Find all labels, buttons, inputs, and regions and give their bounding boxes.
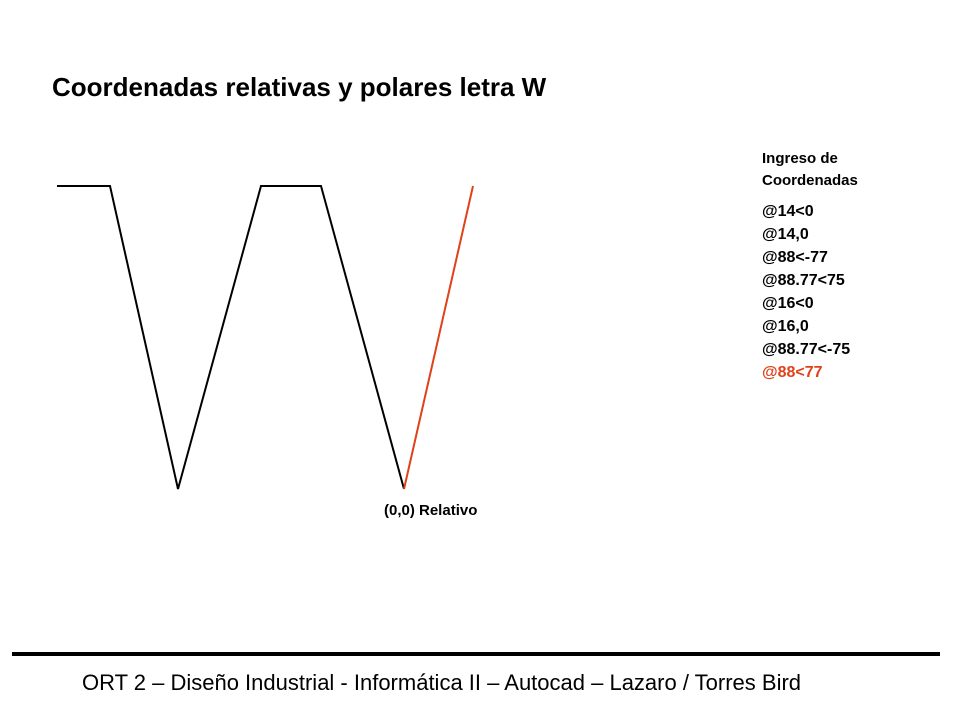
command: @14<0 [762, 203, 814, 220]
title: Coordenadas relativas y polares letra W [52, 72, 547, 102]
command: @88.77<75 [762, 272, 845, 289]
command-highlight: @88<77 [762, 364, 823, 381]
last-segment [403, 185, 474, 490]
command: @88<-77 [762, 249, 828, 266]
panel-heading: Coordenadas [762, 172, 858, 189]
panel-heading: Ingreso de [762, 150, 838, 167]
panel: Ingreso de Coordenadas @14<0 @14,0 @88<-77 @8… [762, 148, 858, 384]
command: @16,0 [762, 318, 809, 335]
command: @14,0 [762, 226, 809, 243]
footer: ORT 2 – Diseño Industrial - Informática … [82, 670, 802, 695]
command: @16<0 [762, 295, 814, 312]
command: @88.77<-75 [762, 341, 851, 358]
origin-label: (0,0) Relativo [384, 502, 478, 519]
w-shape [57, 185, 405, 490]
